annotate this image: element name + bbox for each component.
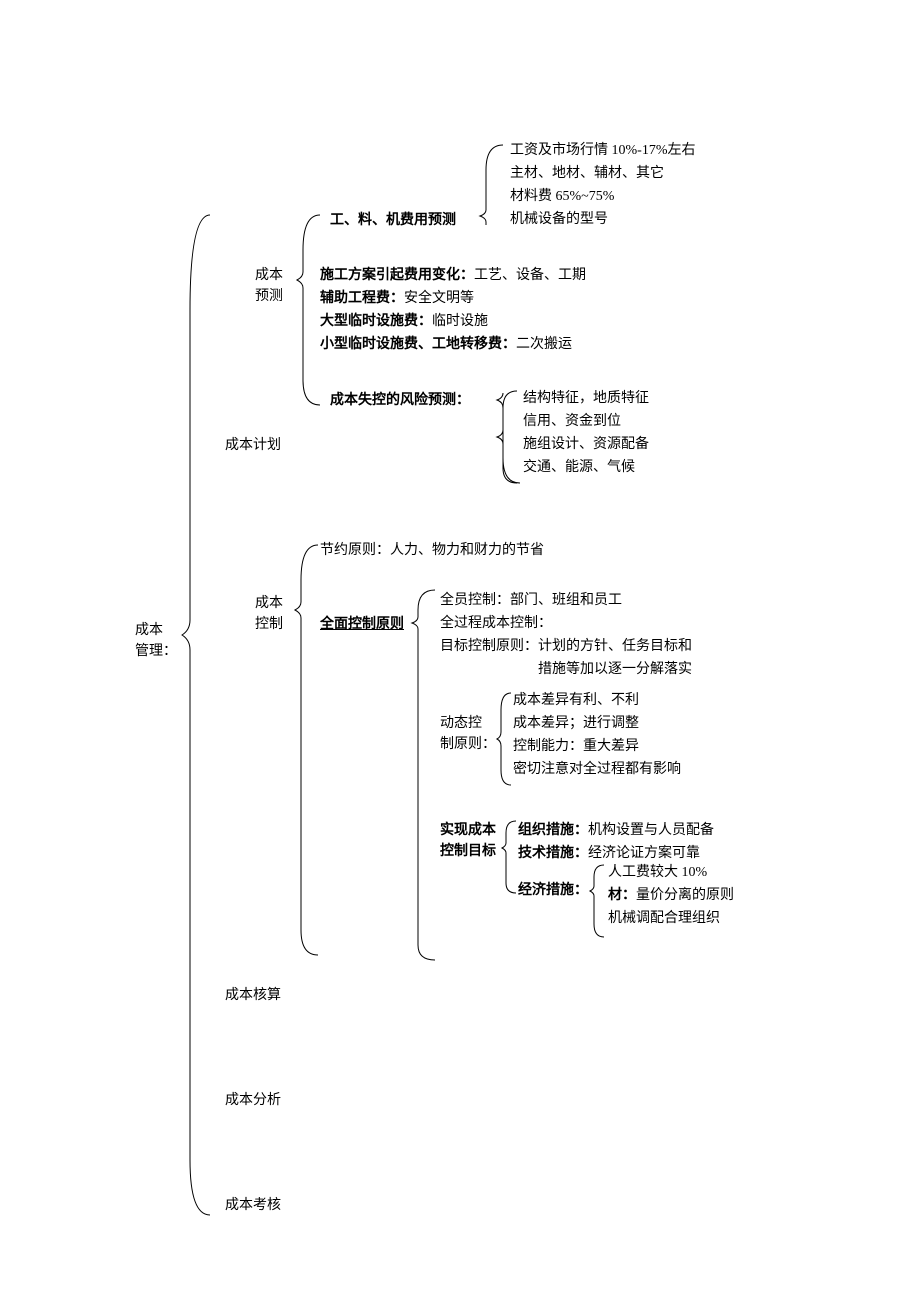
forecast-i1-d3: 材料费 65%~75% — [510, 186, 614, 207]
forecast-brace — [295, 210, 325, 410]
forecast-item1-brace — [478, 140, 508, 230]
control-goal-m3-d1: 人工费较大 10% — [608, 862, 707, 883]
l1-plan: 成本计划 — [225, 435, 281, 456]
root-label: 成本 管理： — [135, 620, 177, 662]
forecast-i6-d1: 结构特征，地质特征 — [523, 388, 649, 409]
forecast-i6-d4: 交通、能源、气候 — [523, 457, 635, 478]
control-i2-d1: 全员控制：部门、班组和员工 — [440, 590, 622, 611]
l1-analysis: 成本分析 — [225, 1090, 281, 1111]
control-goal-m3-brace — [588, 862, 608, 942]
control-dyn-d4: 密切注意对全过程都有影响 — [513, 759, 681, 780]
control-item2-brace — [410, 585, 440, 965]
l1-accounting: 成本核算 — [225, 985, 281, 1006]
forecast-i1-d2: 主材、地材、辅材、其它 — [510, 163, 664, 184]
l1-control: 成本 控制 — [255, 593, 283, 635]
control-dyn-d1: 成本差异有利、不利 — [513, 690, 639, 711]
control-goal-m3-d3: 机械调配合理组织 — [608, 908, 720, 929]
control-goal-m3-d2: 材：量价分离的原则 — [608, 885, 734, 906]
forecast-i6-d2: 信用、资金到位 — [523, 411, 621, 432]
forecast-item1: 工、料、机费用预测 — [330, 210, 456, 231]
control-goal-m1: 组织措施：机构设置与人员配备 — [518, 820, 714, 841]
forecast-item4: 大型临时设施费：临时设施 — [320, 311, 488, 332]
control-i2-d2: 全过程成本控制： — [440, 613, 552, 634]
forecast-item6: 成本失控的风险预测： — [330, 390, 470, 411]
control-goal-m2: 技术措施：经济论证方案可靠 — [518, 843, 700, 864]
control-dynamic-label: 动态控 制原则： — [440, 713, 496, 755]
forecast-i1-d1: 工资及市场行情 10%-17%左右 — [510, 140, 696, 161]
control-dyn-d3: 控制能力：重大差异 — [513, 736, 639, 757]
control-dyn-d2: 成本差异；进行调整 — [513, 713, 639, 734]
l1-assessment: 成本考核 — [225, 1195, 281, 1216]
control-goal-label: 实现成本 控制目标 — [440, 820, 496, 862]
control-dynamic-brace — [495, 690, 515, 790]
forecast-item3: 辅助工程费：安全文明等 — [320, 288, 474, 309]
control-i2-d3a: 目标控制原则：计划的方针、任务目标和 — [440, 636, 692, 657]
forecast-item2: 施工方案引起费用变化：工艺、设备、工期 — [320, 265, 586, 286]
control-item2: 全面控制原则 — [320, 614, 404, 635]
control-i2-d3b: 措施等加以逐一分解落实 — [538, 659, 692, 680]
forecast-item5: 小型临时设施费、工地转移费：二次搬运 — [320, 334, 572, 355]
l1-forecast: 成本 预测 — [255, 265, 283, 307]
forecast-item6-brace3 — [495, 388, 525, 488]
control-goal-m3: 经济措施： — [518, 880, 588, 901]
forecast-i1-d4: 机械设备的型号 — [510, 209, 608, 230]
forecast-i6-d3: 施组设计、资源配备 — [523, 434, 649, 455]
root-brace — [180, 210, 220, 1220]
control-goal-brace — [500, 818, 520, 898]
control-item1: 节约原则：人力、物力和财力的节省 — [320, 540, 544, 561]
control-brace — [293, 540, 323, 960]
